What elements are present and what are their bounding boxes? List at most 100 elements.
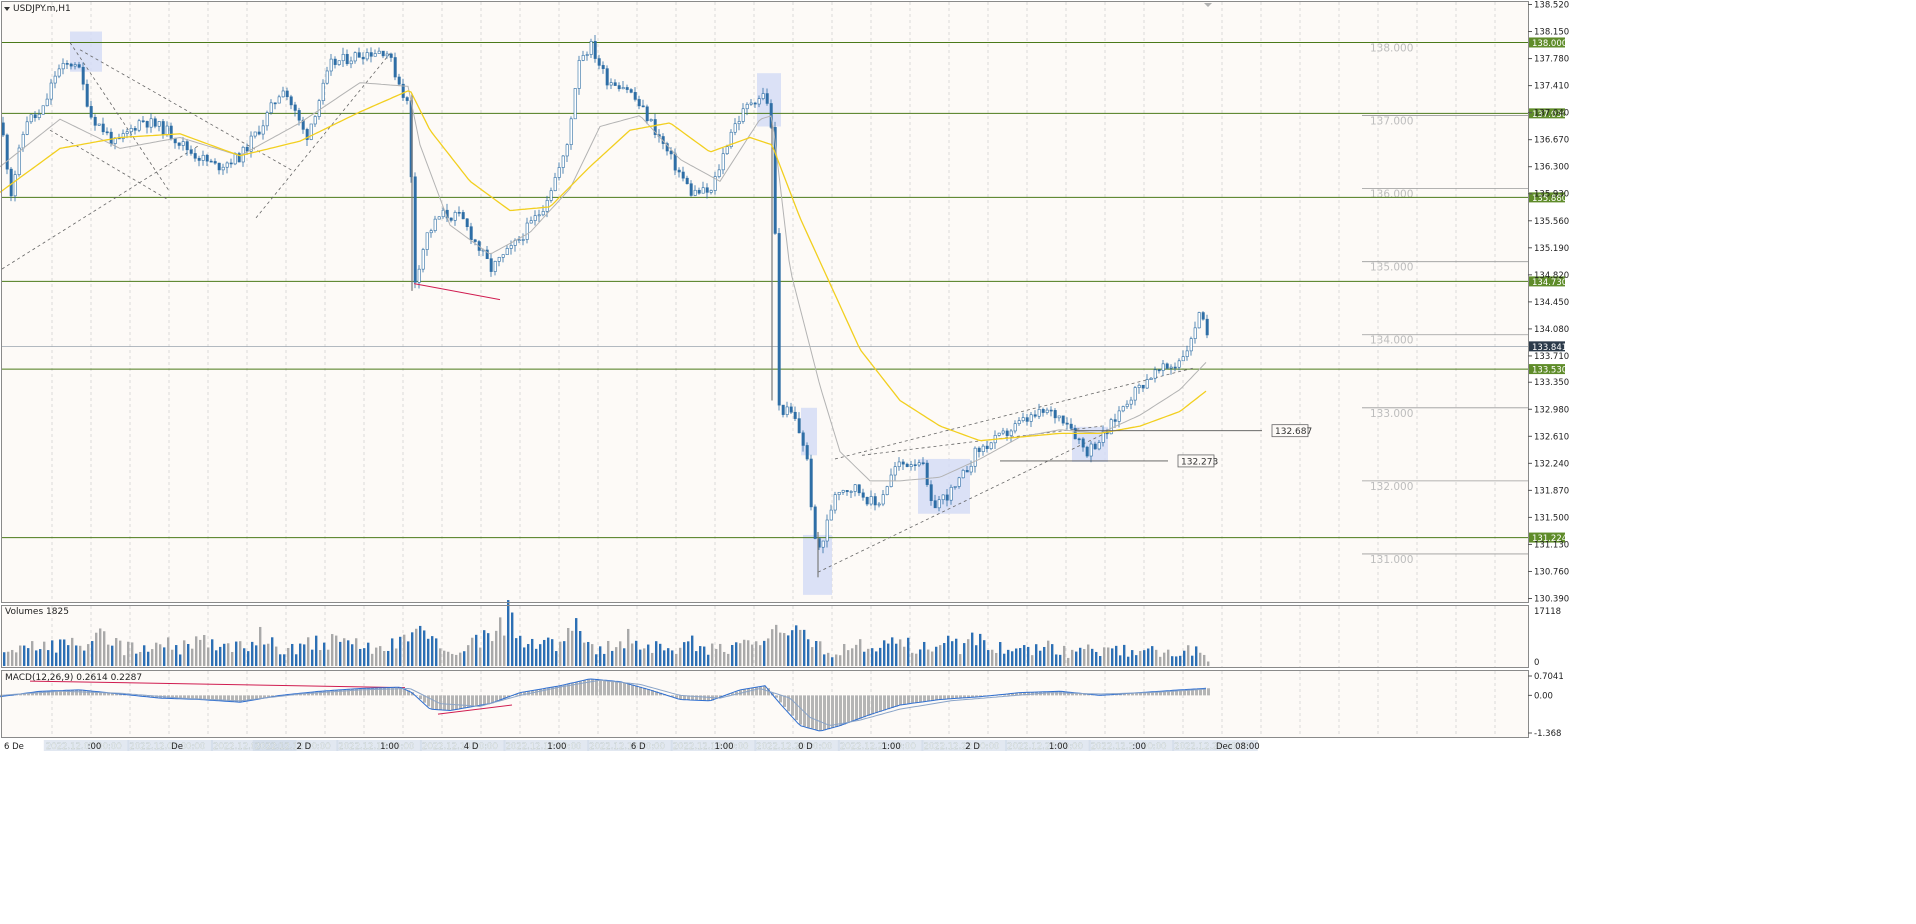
macd-histogram-bar xyxy=(727,694,730,696)
volume-bar xyxy=(1163,652,1166,666)
macd-histogram-bar xyxy=(1183,689,1186,696)
volume-bar xyxy=(391,638,394,666)
volume-bar xyxy=(855,644,858,666)
candle-body xyxy=(541,211,545,216)
volume-bar xyxy=(571,630,574,666)
macd-pane[interactable] xyxy=(1,670,1528,737)
macd-histogram-bar xyxy=(95,691,98,696)
volume-bar xyxy=(175,645,178,666)
volume-bar xyxy=(695,651,698,666)
candle-body xyxy=(109,131,113,144)
volume-bar xyxy=(787,635,790,666)
macd-histogram-bar xyxy=(451,695,454,711)
volume-bar xyxy=(283,654,286,666)
volume-bar xyxy=(11,649,14,666)
volume-bar xyxy=(103,631,106,666)
candle-body xyxy=(845,490,849,493)
triangle-down-icon[interactable] xyxy=(4,7,10,11)
candle-body xyxy=(577,60,581,89)
volume-bar xyxy=(603,653,606,666)
candle-body xyxy=(529,220,533,224)
time-axis-label: :00 xyxy=(1132,742,1146,752)
volume-bar xyxy=(531,638,534,666)
trend-line xyxy=(49,129,169,200)
macd-histogram-bar xyxy=(387,687,390,696)
candle-body xyxy=(905,463,909,467)
time-axis[interactable]: 6 De 2022.12.07 00:00:00 2022.12.08 00:00D… xyxy=(4,740,1260,752)
scroll-marker-icon[interactable] xyxy=(1204,3,1212,7)
macd-histogram-bar xyxy=(375,687,378,696)
volume-bar xyxy=(851,648,854,666)
macd-histogram-bar xyxy=(1079,693,1082,696)
level-price-text: 138.000 xyxy=(1532,39,1567,49)
candle-body xyxy=(805,445,809,460)
macd-histogram-bar xyxy=(227,695,230,702)
price-axis-label: 134.450 xyxy=(1534,298,1569,308)
candle-body xyxy=(1049,409,1053,412)
volume-bar xyxy=(815,641,818,666)
volume-bar xyxy=(959,654,962,666)
volume-bar xyxy=(135,653,138,666)
candle-body xyxy=(1121,406,1125,412)
macd-histogram-bar xyxy=(259,695,262,699)
volume-bar xyxy=(491,641,494,666)
candle-body xyxy=(1165,363,1169,369)
candle-body xyxy=(597,58,601,66)
macd-histogram-bar xyxy=(1151,691,1154,696)
volume-bar xyxy=(643,648,646,666)
candle-body xyxy=(261,125,265,135)
candle-body xyxy=(1137,384,1141,388)
volume-bar xyxy=(171,649,174,666)
time-label-highlight xyxy=(754,740,840,751)
volume-bar xyxy=(487,633,490,666)
time-axis-label: 2022.12.15 00:00 xyxy=(506,742,582,752)
volume-bar xyxy=(831,657,834,666)
macd-histogram-bar xyxy=(1135,692,1138,696)
volume-bar xyxy=(503,635,506,666)
macd-histogram-bar xyxy=(443,695,446,711)
macd-histogram-bar xyxy=(207,695,210,700)
candle-body xyxy=(253,131,257,137)
candle-body xyxy=(1113,419,1117,422)
volume-bar xyxy=(647,644,650,666)
macd-histogram-bar xyxy=(1131,693,1134,696)
candle-body xyxy=(249,135,253,152)
volume-bar xyxy=(751,644,754,666)
volume-bar xyxy=(675,653,678,666)
candle-body xyxy=(309,123,313,140)
candle-body xyxy=(1097,442,1101,450)
macd-histogram-bar xyxy=(367,688,370,696)
volume-bar xyxy=(719,643,722,666)
volume-bar xyxy=(1199,652,1202,666)
candle-body xyxy=(685,177,689,185)
candle-body xyxy=(741,108,745,122)
macd-histogram-bar xyxy=(979,695,982,697)
volume-bar xyxy=(159,644,162,666)
time-label-highlight xyxy=(587,740,673,751)
volume-bar xyxy=(195,636,198,666)
candle-body xyxy=(1189,338,1193,352)
macd-histogram-bar xyxy=(679,695,682,700)
macd-histogram-bar xyxy=(399,687,402,696)
volume-bar xyxy=(199,639,202,666)
macd-histogram-bar xyxy=(659,692,662,696)
volume-bar xyxy=(551,639,554,666)
volume-bar xyxy=(619,641,622,666)
price-axis[interactable]: 138.520 138.150 137.780 137.410 137.040 136.6… xyxy=(1528,1,1569,605)
volume-bar xyxy=(1131,650,1134,666)
volume-bar xyxy=(1003,653,1006,666)
volume-bar xyxy=(227,643,230,666)
candle-body xyxy=(385,53,389,57)
volume-bar xyxy=(203,634,206,666)
volume-bar xyxy=(91,641,94,666)
volume-bar xyxy=(367,642,370,666)
volume-bar xyxy=(395,648,398,666)
time-label-highlight xyxy=(670,740,757,751)
candle-body xyxy=(797,418,801,434)
candle-body xyxy=(13,174,17,197)
fast-moving-average-line xyxy=(0,82,1207,482)
volume-bar xyxy=(295,654,298,666)
volume-bar xyxy=(35,650,38,666)
macd-histogram-bar xyxy=(579,681,582,696)
